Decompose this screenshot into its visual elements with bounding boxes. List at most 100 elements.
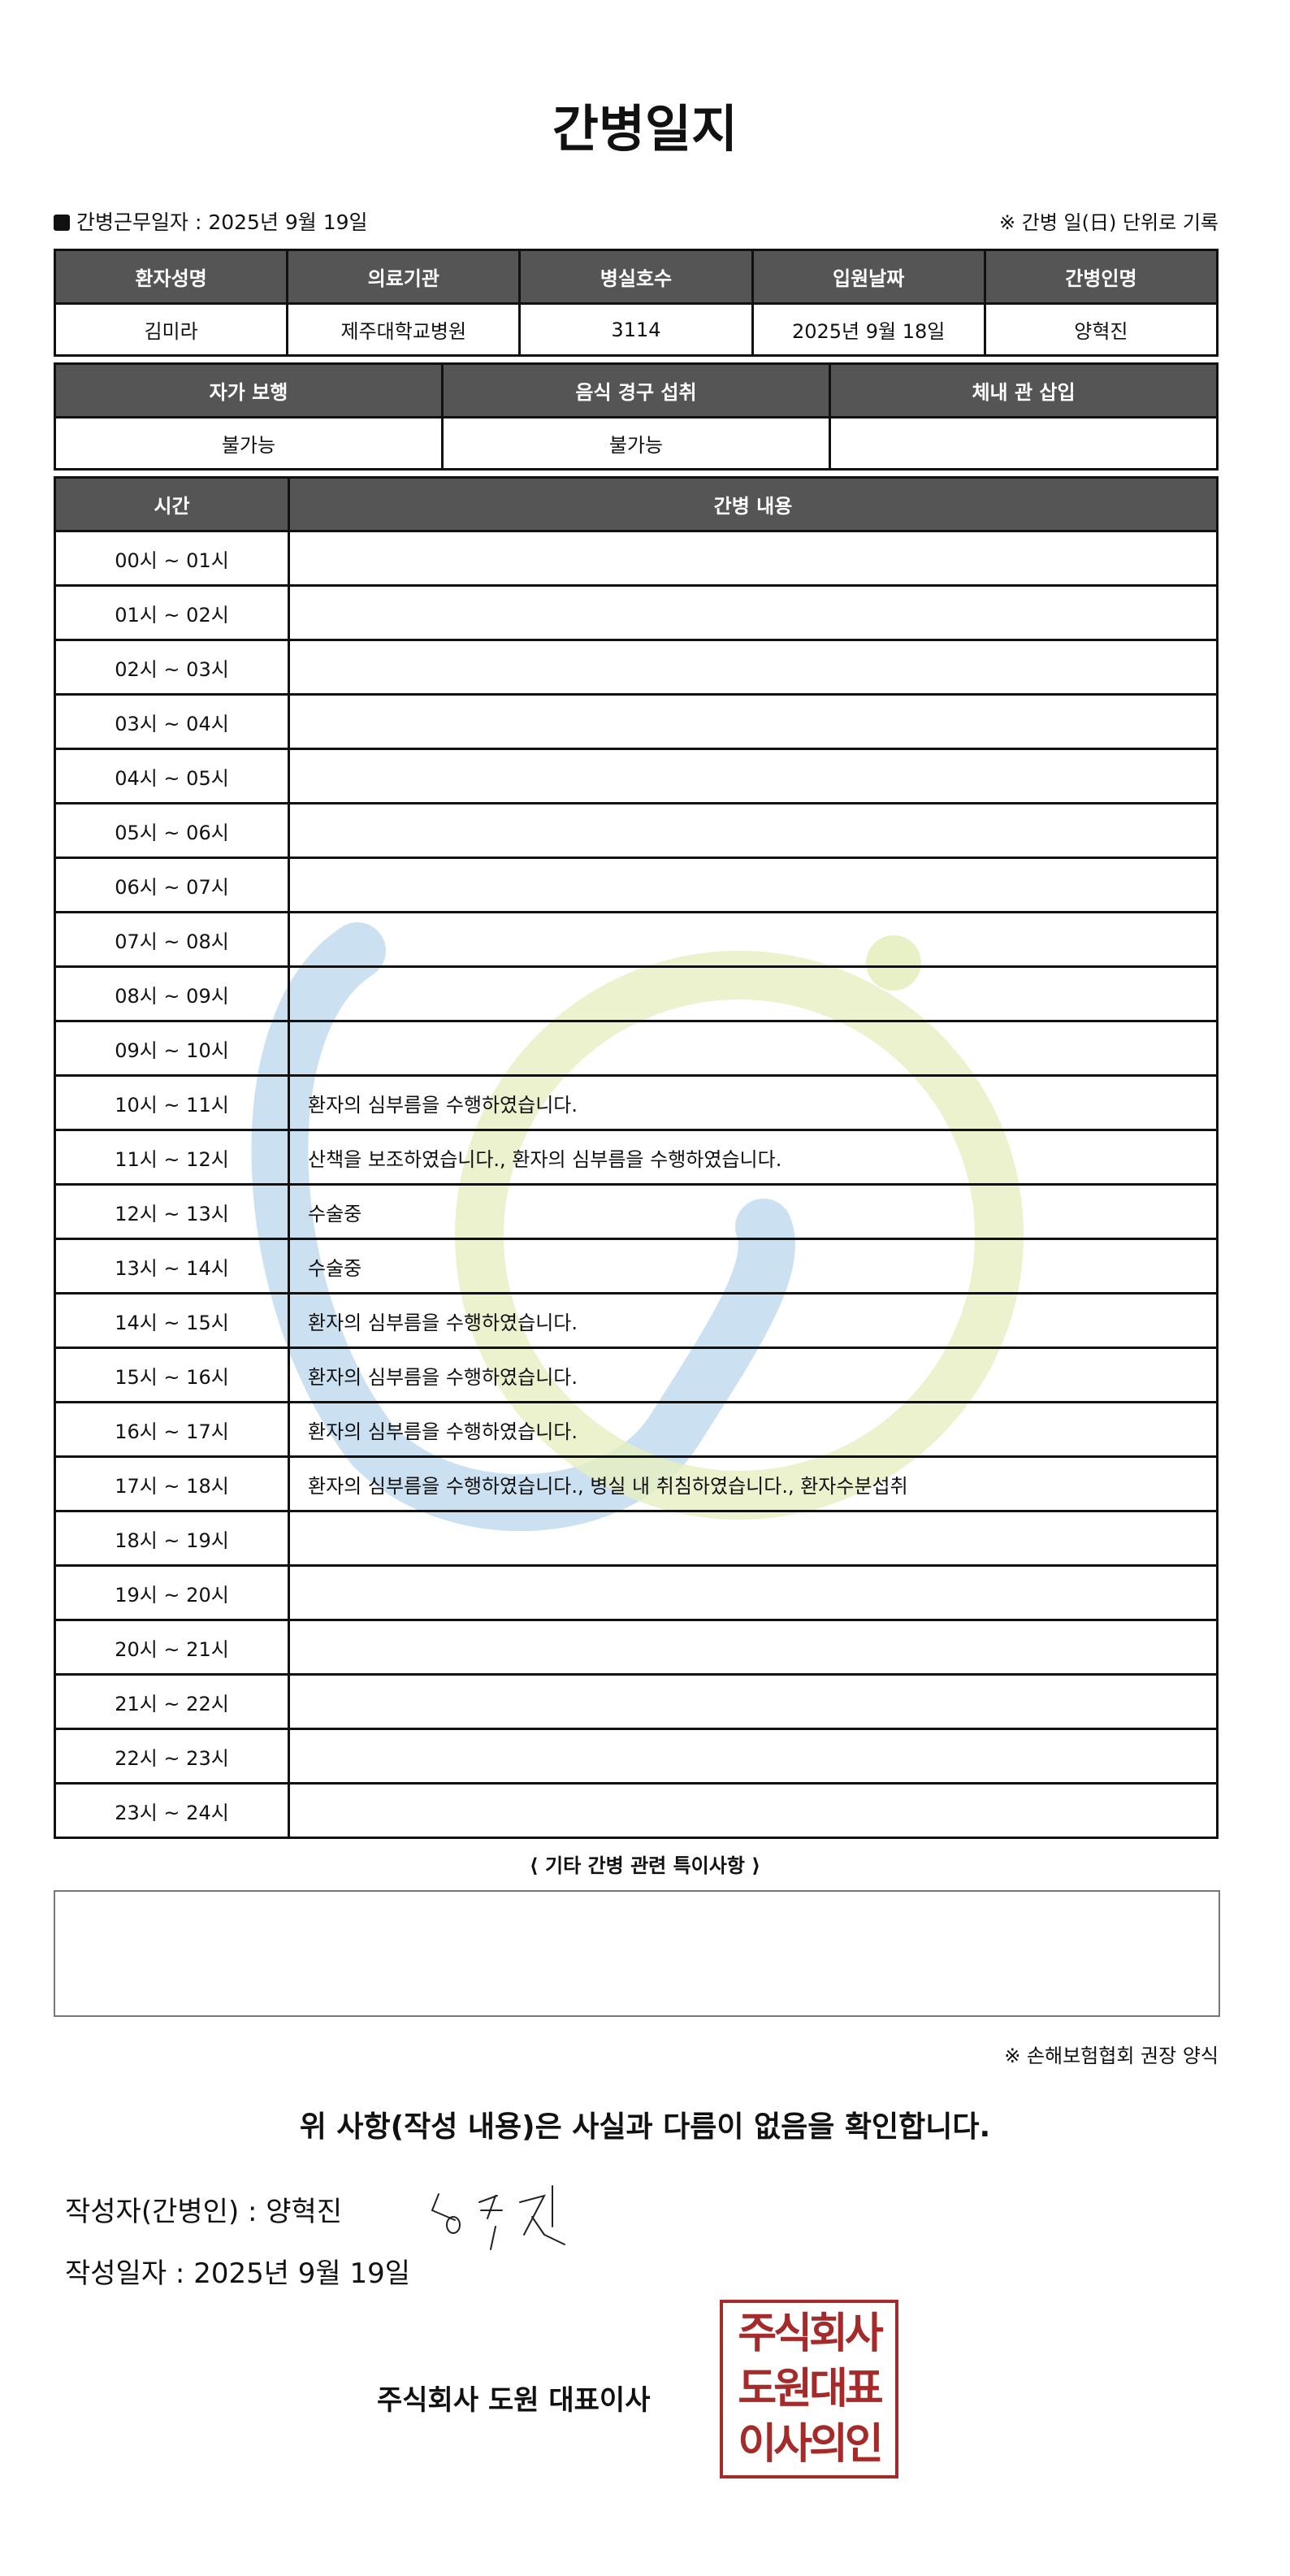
header-cell: 의료기관 (286, 249, 522, 305)
admission-date: 2025년 9월 18일 (751, 302, 986, 357)
table-row: 07시 ~ 08시 (54, 911, 1219, 968)
confirmation-statement: 위 사항(작성 내용)은 사실과 다름이 없음을 확인합니다. (299, 2110, 991, 2144)
form-note: ※ 손해보험협회 권장 양식 (1004, 2045, 1219, 2067)
content-cell: 환자의 심부름을 수행하였습니다. (288, 1074, 1219, 1131)
oral-intake-status: 불가능 (441, 416, 831, 471)
content-cell (288, 639, 1219, 696)
time-cell: 06시 ~ 07시 (54, 856, 290, 913)
notes-title: ⟨ 기타 간병 관련 특이사항 ⟩ (529, 1854, 761, 1877)
content-cell (288, 1564, 1219, 1621)
time-cell: 18시 ~ 19시 (54, 1510, 290, 1567)
content-cell (288, 748, 1219, 804)
header-cell: 병실호수 (518, 249, 754, 305)
header-cell: 음식 경구 섭취 (441, 362, 831, 418)
company-representative: 주식회사 도원 대표이사 (377, 2384, 651, 2417)
table-row: 03시 ~ 04시 (54, 693, 1219, 750)
time-cell: 04시 ~ 05시 (54, 748, 290, 804)
table-row: 17시 ~ 18시 환자의 심부름을 수행하였습니다., 병실 내 취침하였습니다… (54, 1455, 1219, 1512)
caregiver-name: 양혁진 (983, 302, 1219, 357)
writer: 작성자(간병인) : 양혁진 (65, 2196, 343, 2228)
stamp-line: 이사의인 (738, 2420, 883, 2469)
table-row: 15시 ~ 16시 환자의 심부름을 수행하였습니다. (54, 1347, 1219, 1403)
table-row: 05시 ~ 06시 (54, 802, 1219, 859)
time-cell: 23시 ~ 24시 (54, 1782, 290, 1839)
time-cell: 05시 ~ 06시 (54, 802, 290, 859)
tube-insertion-status (829, 416, 1219, 471)
content-cell (288, 856, 1219, 913)
time-cell: 17시 ~ 18시 (54, 1455, 290, 1512)
content-cell (288, 584, 1219, 641)
write-date: 작성일자 : 2025년 9월 19일 (65, 2257, 411, 2290)
notes-box (54, 1890, 1220, 2017)
time-cell: 01시 ~ 02시 (54, 584, 290, 641)
header-cell: 체내 관 삽입 (829, 362, 1219, 418)
content-cell (288, 1020, 1219, 1077)
content-cell (288, 1510, 1219, 1567)
table-row: 23시 ~ 24시 (54, 1782, 1219, 1839)
table-row: 19시 ~ 20시 (54, 1564, 1219, 1621)
table-row: 02시 ~ 03시 (54, 639, 1219, 696)
content-cell (288, 965, 1219, 1022)
time-cell: 10시 ~ 11시 (54, 1074, 290, 1131)
table-row: 13시 ~ 14시 수술중 (54, 1238, 1219, 1295)
page-title: 간병일지 (552, 99, 738, 158)
table-row: 21시 ~ 22시 (54, 1673, 1219, 1730)
header-content: 간병 내용 (288, 476, 1219, 532)
content-cell: 환자의 심부름을 수행하였습니다., 병실 내 취침하였습니다., 환자수분섭취 (288, 1455, 1219, 1512)
time-cell: 09시 ~ 10시 (54, 1020, 290, 1077)
table-row: 00시 ~ 01시 (54, 530, 1219, 587)
care-log-table: 시간 간병 내용 00시 ~ 01시 01시 ~ 02시 02시 ~ 03시 03시 ~… (54, 476, 1219, 1839)
time-cell: 21시 ~ 22시 (54, 1673, 290, 1730)
time-cell: 00시 ~ 01시 (54, 530, 290, 587)
time-cell: 22시 ~ 23시 (54, 1728, 290, 1785)
time-cell: 12시 ~ 13시 (54, 1183, 290, 1240)
header-cell: 간병인명 (983, 249, 1219, 305)
table-row: 11시 ~ 12시 산책을 보조하였습니다., 환자의 심부름을 수행하였습니다. (54, 1129, 1219, 1186)
content-cell: 환자의 심부름을 수행하였습니다. (288, 1347, 1219, 1403)
header-cell: 환자성명 (53, 249, 289, 305)
table-row: 22시 ~ 23시 (54, 1728, 1219, 1785)
stamp-line: 도원대표 (738, 2365, 883, 2413)
content-cell (288, 911, 1219, 968)
content-cell (288, 802, 1219, 859)
content-cell (288, 530, 1219, 587)
time-cell: 07시 ~ 08시 (54, 911, 290, 968)
content-cell: 환자의 심부름을 수행하였습니다. (288, 1292, 1219, 1349)
table-row: 18시 ~ 19시 (54, 1510, 1219, 1567)
time-cell: 11시 ~ 12시 (54, 1129, 290, 1186)
room-number: 3114 (518, 302, 754, 357)
stamp-line: 주식회사 (738, 2309, 883, 2358)
header-cell: 입원날짜 (751, 249, 986, 305)
bullet-square-icon (54, 215, 70, 231)
patient-name: 김미라 (53, 302, 289, 357)
table-row: 20시 ~ 21시 (54, 1619, 1219, 1676)
header-cell: 자가 보행 (54, 362, 444, 418)
table-row: 06시 ~ 07시 (54, 856, 1219, 913)
hospital: 제주대학교병원 (286, 302, 522, 357)
content-cell: 수술중 (288, 1183, 1219, 1240)
content-cell: 수술중 (288, 1238, 1219, 1295)
content-cell (288, 693, 1219, 750)
work-date-text: 간병근무일자 : 2025년 9월 19일 (76, 210, 368, 234)
content-cell (288, 1619, 1219, 1676)
time-cell: 08시 ~ 09시 (54, 965, 290, 1022)
table-row: 08시 ~ 09시 (54, 965, 1219, 1022)
work-date: 간병근무일자 : 2025년 9월 19일 (54, 206, 368, 236)
patient-info-table: 환자성명 의료기관 병실호수 입원날짜 간병인명 김미라 제주대학교병원 3114 2025년… (53, 249, 1219, 357)
table-row: 09시 ~ 10시 (54, 1020, 1219, 1077)
record-note: ※ 간병 일(日) 단위로 기록 (999, 211, 1219, 234)
time-cell: 13시 ~ 14시 (54, 1238, 290, 1295)
table-row: 01시 ~ 02시 (54, 584, 1219, 641)
content-cell: 환자의 심부름을 수행하였습니다. (288, 1401, 1219, 1458)
time-cell: 02시 ~ 03시 (54, 639, 290, 696)
signature-image (431, 2185, 565, 2250)
table-row: 04시 ~ 05시 (54, 748, 1219, 804)
header-time: 시간 (54, 476, 290, 532)
time-cell: 19시 ~ 20시 (54, 1564, 290, 1621)
time-cell: 16시 ~ 17시 (54, 1401, 290, 1458)
content-cell (288, 1782, 1219, 1839)
content-cell (288, 1728, 1219, 1785)
table-row: 16시 ~ 17시 환자의 심부름을 수행하였습니다. (54, 1401, 1219, 1458)
content-cell: 산책을 보조하였습니다., 환자의 심부름을 수행하였습니다. (288, 1129, 1219, 1186)
table-row: 14시 ~ 15시 환자의 심부름을 수행하였습니다. (54, 1292, 1219, 1349)
